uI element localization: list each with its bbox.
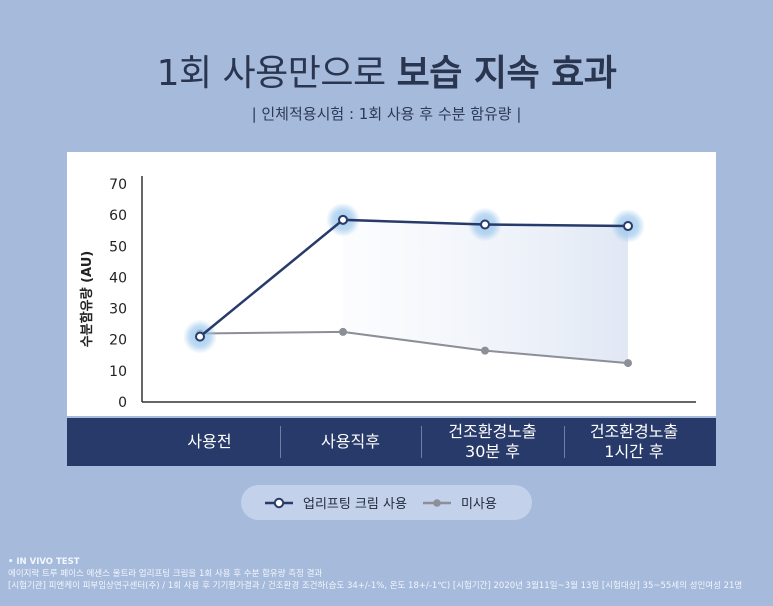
footnote-heading: • IN VIVO TEST — [8, 557, 80, 567]
gap-area — [343, 219, 628, 364]
data-point-cream — [480, 219, 490, 230]
y-tick-label: 40 — [109, 270, 127, 286]
data-point-cream — [195, 331, 205, 342]
y-axis-title: 수분함유량 (AU) — [79, 251, 95, 347]
page-subtitle: | 인체적용시험 : 1회 사용 후 수분 함유량 | — [251, 105, 522, 123]
data-point-unused — [339, 327, 347, 336]
legend-label-series1: 업리프팅 크림 사용 — [303, 497, 407, 512]
series-line-unused — [199, 330, 629, 365]
legend-marker-series2 — [422, 498, 451, 507]
x-category-label: 사용직후 — [321, 432, 380, 451]
data-point-unused — [624, 359, 632, 368]
line-chart: 0 10 20 30 40 50 60 70 수분함유량 (AU) — [79, 176, 696, 411]
title-part2: 보습 지속 효과 — [396, 53, 617, 94]
footnote-line: 에이지락 트루 페이스 에센스 울트라 업리프팅 크림을 1회 사용 후 수분 … — [8, 569, 323, 579]
series-line-cream — [199, 218, 629, 338]
x-category-label: 건조환경노출 1시간 후 — [589, 422, 679, 461]
y-tick-label: 10 — [109, 364, 127, 380]
y-tick-label: 20 — [109, 333, 127, 349]
y-tick-label: 50 — [109, 239, 127, 255]
data-point-cream — [623, 221, 633, 232]
legend-marker-series1 — [265, 497, 293, 508]
page-title: 1회 사용만으로 보습 지속 효과 — [0, 44, 773, 96]
x-axis-category-band: 사용전 사용직후 건조환경노출 30분 후 건조환경노출 1시간 후 — [67, 418, 716, 466]
legend-label-series2: 미사용 — [460, 497, 497, 512]
y-tick-label: 60 — [109, 208, 127, 224]
data-point-cream — [338, 214, 348, 225]
chart-legend: 업리프팅 크림 사용 미사용 — [241, 485, 532, 520]
category-divider — [421, 426, 422, 458]
y-tick-label: 0 — [118, 395, 127, 411]
x-category-label: 건조환경노출 30분 후 — [448, 422, 537, 461]
category-divider — [564, 426, 565, 458]
title-part1: 1회 사용만으로 — [156, 53, 387, 94]
category-divider — [280, 426, 281, 458]
x-category-label: 사용전 — [187, 432, 232, 451]
y-tick-label: 70 — [109, 177, 127, 193]
footnote-line: [시험기관] 피엔케이 피부임상연구센터(주) / 1회 사용 후 기기평가결과… — [8, 581, 743, 591]
y-tick-label: 30 — [109, 302, 127, 318]
footnotes: • IN VIVO TEST 에이지락 트루 페이스 에센스 울트라 업리프팅 … — [8, 556, 773, 592]
data-point-unused — [481, 346, 489, 355]
